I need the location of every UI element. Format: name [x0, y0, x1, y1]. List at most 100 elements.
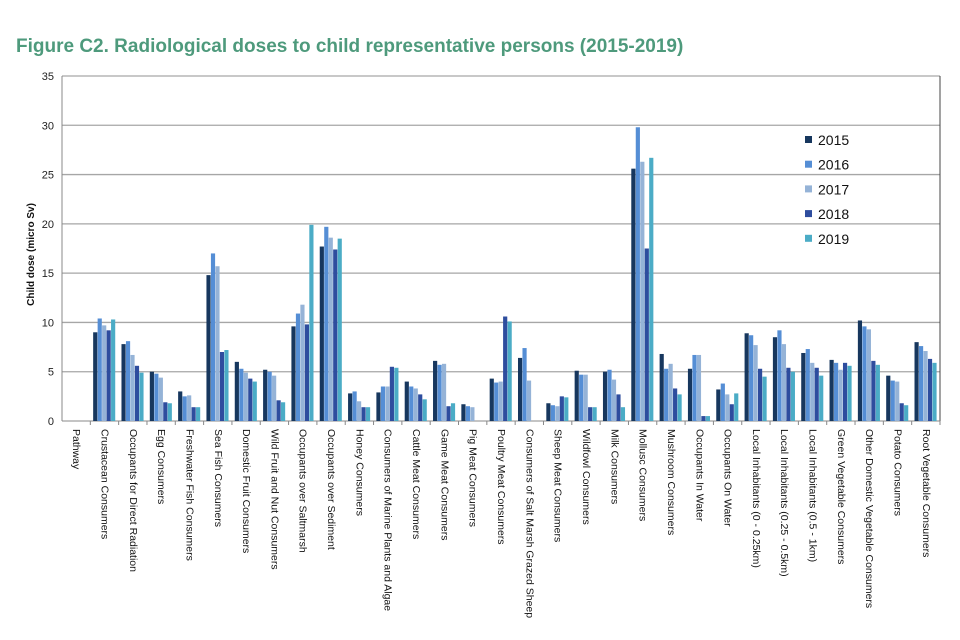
bar-2017	[158, 377, 163, 421]
x-tick-label: Occupants over Saltmarsh	[297, 429, 309, 553]
bar-2017	[725, 394, 730, 421]
bar-2018	[304, 324, 310, 421]
x-tick-label: Consumers of Salt Marsh Grazed Sheep	[523, 429, 535, 618]
bar-2015	[206, 275, 211, 421]
bar-2015	[433, 360, 438, 421]
bar-2015	[546, 403, 551, 421]
x-tick-label: Local Inhabitants (0.25 - 0.5km)	[778, 429, 790, 577]
x-tick-label: Consumers of Marine Plants and Algae	[382, 429, 394, 611]
x-tick-label: Occupants On Water	[722, 429, 734, 527]
x-tick-label: Honey Consumers	[353, 429, 365, 516]
x-tick-label: Pig Meat Consumers	[467, 429, 479, 527]
bar-2016	[239, 368, 244, 421]
bar-2016	[635, 127, 640, 421]
legend-swatch-2016	[805, 160, 812, 168]
bar-2016	[720, 383, 725, 421]
bar-2017	[781, 344, 787, 421]
bar-2018	[134, 365, 140, 421]
bar-2015	[121, 344, 126, 421]
bar-2017	[838, 369, 843, 421]
bar-2017	[895, 381, 900, 421]
x-tick-label: Domestic Fruit Consumers	[240, 429, 252, 553]
bar-2016	[267, 371, 272, 421]
bar-2015	[772, 337, 778, 421]
legend-swatch-2015	[805, 136, 812, 143]
bar-2015	[914, 342, 919, 421]
bar-2018	[616, 394, 621, 421]
bar-2018	[503, 316, 508, 421]
bar-2017	[441, 363, 447, 421]
bar-2018	[899, 403, 904, 421]
bar-2015	[602, 371, 608, 421]
x-tick-label: Local Inhabitants (0.5 - 1km)	[807, 429, 819, 562]
bar-2016	[607, 369, 612, 421]
bar-2016	[409, 386, 414, 421]
bar-2016	[834, 362, 839, 421]
bar-2015	[178, 391, 183, 421]
bar-2019	[394, 367, 399, 421]
bar-2017	[866, 329, 871, 421]
x-tick-label: Root Vegetable Consumers	[920, 429, 932, 557]
bar-2019	[450, 403, 456, 421]
x-tick-label: Milk Consumers	[608, 429, 620, 504]
bar-2017	[385, 386, 390, 421]
bar-2019	[649, 157, 654, 422]
bar-2016	[692, 354, 697, 421]
bar-2019	[932, 362, 937, 421]
bar-2018	[106, 330, 111, 421]
bar-2017	[130, 354, 135, 421]
x-tick-label: Freshwater Fish Consumers	[183, 429, 195, 561]
bar-2019	[592, 407, 597, 421]
bar-2015	[461, 404, 466, 421]
bar-2018	[757, 368, 763, 421]
bar-2019	[819, 375, 824, 421]
bar-2018	[871, 360, 876, 421]
y-tick-label: 15	[42, 268, 54, 280]
bar-2015	[687, 368, 693, 421]
bar-2019	[139, 372, 144, 421]
bar-2019	[677, 394, 682, 421]
legend-label: 2016	[818, 157, 849, 173]
y-tick-label: 10	[42, 317, 54, 329]
bar-2017	[243, 372, 248, 421]
x-tick-label: Mushroom Consumers	[665, 429, 677, 535]
x-tick-label: Cattle Meat Consumers	[410, 429, 422, 539]
bar-2019	[365, 407, 371, 421]
y-tick-label: 20	[42, 219, 54, 231]
bar-2017	[923, 351, 928, 421]
bar-2019	[309, 224, 314, 421]
bar-2017	[611, 379, 617, 421]
x-tick-label: Sea Fish Consumers	[212, 429, 224, 527]
bar-2016	[918, 346, 924, 421]
bar-2017	[357, 401, 362, 421]
bar-2015	[319, 246, 324, 421]
bar-2016	[154, 373, 159, 421]
bar-2018	[333, 249, 338, 421]
bar-2018	[701, 416, 706, 421]
bar-2018	[163, 402, 168, 421]
bar-2016	[352, 391, 357, 421]
x-tick-label: Sheep Meat Consumers	[552, 429, 564, 542]
bar-2019	[196, 407, 201, 421]
bar-2015	[631, 168, 636, 421]
bar-2016	[664, 368, 669, 421]
bar-2016	[437, 364, 442, 421]
bar-2017	[526, 380, 532, 421]
bar-2016	[380, 386, 386, 421]
legend-swatch-2018	[805, 210, 812, 218]
legend-swatch-2017	[805, 185, 812, 193]
bar-2015	[801, 352, 806, 421]
bar-2018	[786, 367, 791, 421]
bar-2018	[219, 352, 225, 421]
bar-2017	[102, 325, 107, 421]
x-tick-label: Potato Consumers	[892, 429, 904, 516]
x-tick-label: Occupants In Water	[693, 429, 705, 522]
bar-2017	[470, 407, 475, 421]
x-tick-label: Crustacean Consumers	[98, 429, 110, 539]
y-tick-label: 25	[42, 170, 54, 182]
bar-2019	[620, 407, 626, 421]
bar-2015	[263, 369, 268, 421]
bar-2015	[348, 393, 353, 421]
bar-2016	[210, 253, 216, 421]
